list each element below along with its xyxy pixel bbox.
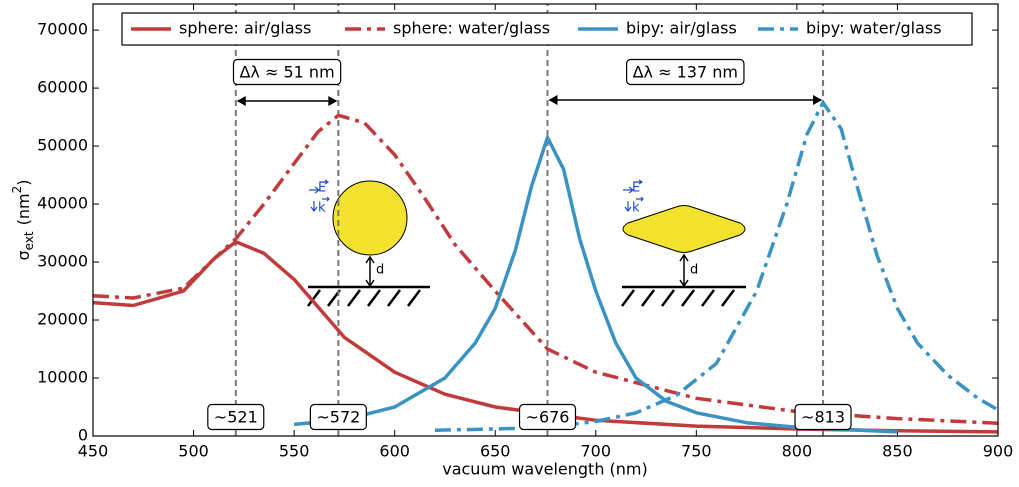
legend-label: bipy: air/glass [626, 19, 737, 38]
y-axis-label-part: ) [14, 180, 33, 186]
y-axis-label: σext (nm2) [10, 180, 36, 261]
x-tick-label: 700 [581, 442, 612, 461]
y-tick-label: 70000 [37, 20, 88, 39]
series-line [92, 113, 999, 425]
series-line [434, 100, 999, 432]
annotation-box [518, 403, 577, 431]
y-axis-label-part: (nm [14, 193, 33, 225]
x-tick-label: 650 [480, 442, 511, 461]
y-axis-label-part: ext [22, 231, 36, 250]
legend-label: sphere: air/glass [179, 19, 311, 38]
inset-label: d [690, 263, 698, 278]
y-axis-label-part: σ [14, 250, 33, 260]
x-axis-label: vacuum wavelength (nm) [442, 460, 648, 479]
annotation-label: ~676 [526, 408, 570, 427]
inset-label: E [318, 181, 326, 196]
annotation-label: ~813 [801, 408, 845, 427]
x-tick-label: 850 [882, 442, 913, 461]
y-tick-label: 0 [78, 426, 88, 445]
y-tick-label: 30000 [37, 252, 88, 271]
annotation-box [207, 403, 265, 431]
annotation-label: Δλ ≈ 51 nm [239, 63, 334, 82]
y-tick-label: 40000 [37, 194, 88, 213]
inset-bipyramid [621, 179, 746, 307]
y-axis-label-part: 2 [10, 186, 24, 194]
annotation-box [794, 403, 852, 431]
legend [121, 12, 973, 46]
inset-label: k [632, 201, 640, 216]
annotation-box [309, 403, 367, 431]
x-tick-label: 750 [681, 442, 712, 461]
x-tick-label: 900 [983, 442, 1014, 461]
legend-label: bipy: water/glass [806, 19, 942, 38]
inset-label: k [318, 201, 326, 216]
series-line [92, 239, 999, 434]
inset-sphere [307, 179, 430, 307]
y-tick-label: 50000 [37, 136, 88, 155]
x-tick-label: 800 [782, 442, 813, 461]
annotation-label: Δλ ≈ 137 nm [633, 63, 738, 82]
legend-label: sphere: water/glass [393, 19, 550, 38]
annotation-label: ~572 [316, 408, 360, 427]
x-tick-label: 600 [379, 442, 410, 461]
inset-label: E [632, 181, 640, 196]
annotation-box [626, 58, 745, 86]
annotation-box [232, 58, 342, 86]
x-tick-label: 500 [178, 442, 209, 461]
x-tick-label: 450 [78, 442, 109, 461]
plot-frame [92, 3, 999, 437]
y-tick-label: 60000 [37, 78, 88, 97]
series-line [293, 135, 898, 434]
inset-label: d [376, 263, 384, 278]
y-tick-label: 20000 [37, 310, 88, 329]
x-tick-label: 550 [279, 442, 310, 461]
annotation-label: ~521 [214, 408, 258, 427]
y-tick-label: 10000 [37, 368, 88, 387]
